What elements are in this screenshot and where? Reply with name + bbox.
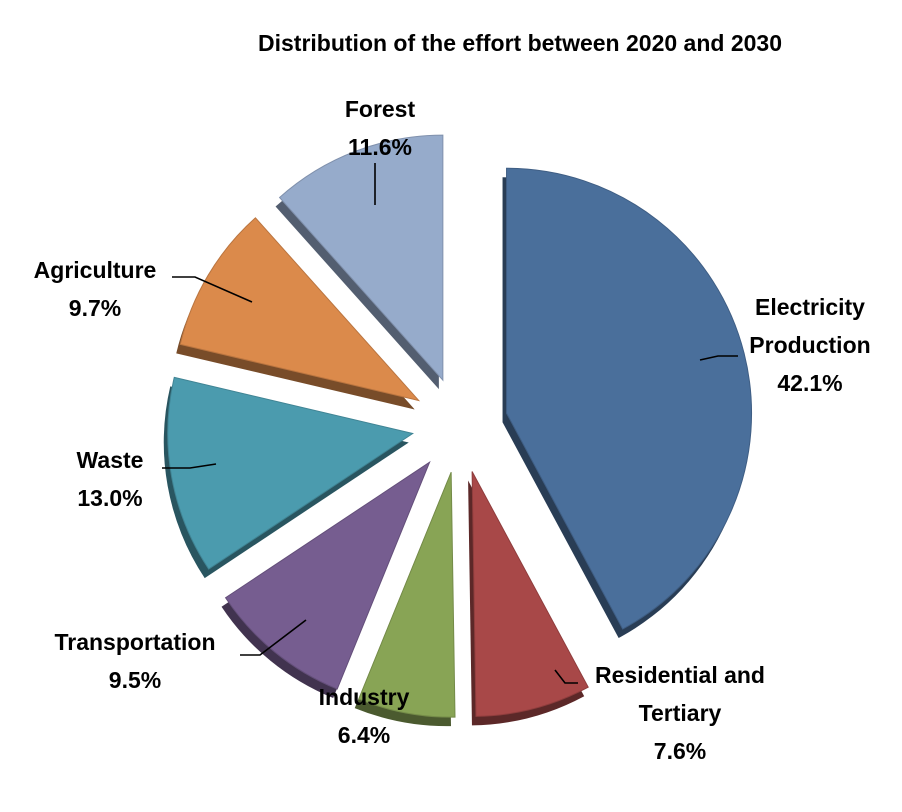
slice-label-agriculture: Agriculture 9.7%	[34, 257, 157, 321]
slice-label-waste: Waste 13.0%	[77, 447, 144, 511]
pie-slice-electricity-production	[506, 167, 753, 630]
pie-slice-forest	[278, 134, 444, 382]
slice-label-forest: Forest 11.6%	[345, 96, 416, 160]
slice-label-electricity-production: Electricity Production 42.1%	[749, 294, 870, 396]
leader-line-electricity-production	[699, 355, 738, 361]
pie-slice-industry	[358, 471, 456, 718]
pie-slice-transportation	[224, 460, 431, 690]
slice-label-transportation: Transportation 9.5%	[54, 629, 215, 693]
pie-slice-agriculture	[179, 217, 421, 402]
slice-label-industry: Industry 6.4%	[319, 684, 410, 748]
chart-title: Distribution of the effort between 2020 …	[258, 30, 782, 56]
slice-label-residential-and-tertiary: Residential and Tertiary 7.6%	[595, 662, 765, 764]
leader-line-waste	[162, 463, 217, 469]
leader-line-agriculture	[172, 276, 253, 303]
leader-line-transportation	[240, 619, 307, 656]
pie-slice-residential-and-tertiary	[471, 471, 589, 717]
pie-slice-waste	[167, 376, 414, 570]
leader-line-residential-and-tertiary	[554, 669, 578, 684]
